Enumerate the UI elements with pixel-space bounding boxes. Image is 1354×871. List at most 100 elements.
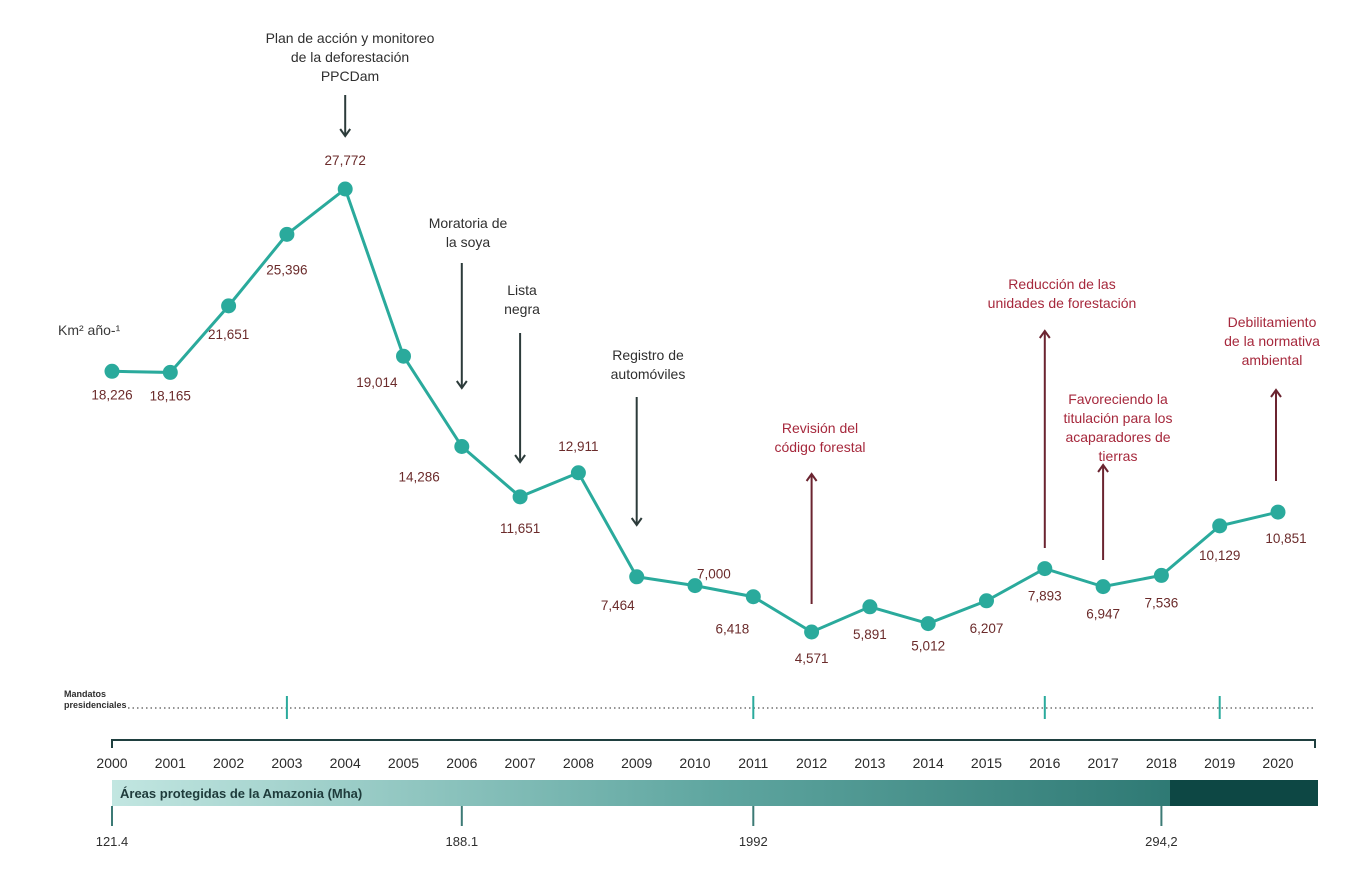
annotation-text-2017: Favoreciendo la titulación para los acapar…	[1064, 391, 1173, 464]
annotation-line: PPCDam	[321, 68, 379, 84]
value-label-2007: 11,651	[500, 521, 540, 536]
protected-areas-bar-end	[1170, 780, 1318, 806]
timeline-axis	[111, 739, 1316, 748]
year-label-2017: 2017	[1088, 755, 1119, 771]
annotation-text-2016: Reducción de las unidades de forestación	[988, 276, 1137, 311]
value-label-2009: 7,464	[601, 598, 635, 613]
data-point-2002	[221, 298, 237, 314]
data-point-2004	[337, 181, 353, 197]
annotation-line: Revisión del	[782, 420, 858, 436]
annotation-text-2009: Registro de automóviles	[611, 347, 686, 382]
annotation-arrow-head-2006	[455, 380, 468, 390]
data-point-2008	[570, 465, 586, 481]
annotation-text-2007: Lista negra	[504, 282, 540, 317]
year-label-2013: 2013	[854, 755, 885, 771]
annotation-arrow-head-2020	[1270, 388, 1282, 398]
data-point-2005	[396, 348, 411, 364]
value-label-2012: 4,571	[795, 651, 829, 666]
annotation-text-2020: Debilitamiento de la normativa ambiental	[1224, 314, 1320, 368]
data-point-2009	[629, 569, 645, 585]
year-label-2015: 2015	[971, 755, 1002, 771]
year-label-2016: 2016	[1029, 755, 1060, 771]
value-label-2010: 7,000	[697, 567, 731, 582]
year-label-2014: 2014	[913, 755, 944, 771]
annotation-arrow-head-2007	[514, 454, 526, 464]
annotation-text-2006: Moratoria de la soya	[429, 215, 508, 250]
data-point-2001	[162, 364, 178, 380]
annotation-line: la soya	[446, 234, 491, 250]
value-label-2019: 10,129	[1199, 548, 1240, 563]
year-label-2008: 2008	[563, 755, 594, 771]
year-label-2001: 2001	[155, 755, 186, 771]
year-label-2003: 2003	[271, 755, 302, 771]
data-point-2000	[104, 363, 120, 379]
annotation-line: Moratoria de	[429, 215, 508, 231]
value-label-2015: 6,207	[970, 621, 1004, 636]
year-label-2005: 2005	[388, 755, 419, 771]
year-tick-labels: 2000 2001 2002 2003 2004 2005 2006 2007 2008 2009…	[96, 755, 1293, 771]
year-label-2009: 2009	[621, 755, 652, 771]
data-point-2010	[687, 578, 703, 594]
annotation-arrow-head-2017	[1097, 463, 1109, 473]
data-points	[104, 181, 1286, 640]
annotation-line: Plan de acción y monitoreo	[266, 30, 435, 46]
mandates-label-line2: presidenciales	[64, 700, 127, 710]
annotation-line: Favoreciendo la	[1068, 391, 1168, 407]
data-point-2013	[862, 599, 878, 615]
year-label-2010: 2010	[679, 755, 710, 771]
data-point-2016	[1037, 561, 1053, 577]
year-label-2011: 2011	[738, 755, 768, 771]
pa-marker-label-2006: 188.1	[446, 834, 479, 849]
annotation-line: automóviles	[611, 366, 686, 382]
protected-areas-title: Áreas protegidas de la Amazonia (Mha)	[120, 786, 362, 801]
value-labels: 18,226 18,165 21,651 25,396 27,772 19,014 14,2…	[91, 153, 1306, 666]
value-label-2001: 18,165	[150, 388, 191, 403]
year-label-2002: 2002	[213, 755, 244, 771]
value-label-2002: 21,651	[208, 327, 249, 342]
value-label-2018: 7,536	[1145, 595, 1179, 610]
pa-marker-label-2000: 121.4	[96, 834, 129, 849]
annotation-arrow-head-2009	[630, 517, 643, 527]
data-point-2018	[1153, 567, 1169, 583]
year-label-2000: 2000	[96, 755, 127, 771]
value-label-2013: 5,891	[853, 627, 887, 642]
value-label-2011: 6,418	[716, 622, 750, 637]
value-label-2017: 6,947	[1086, 607, 1120, 622]
annotation-text-2012: Revisión del código forestal	[774, 420, 865, 455]
annotation-line: código forestal	[774, 439, 865, 455]
protected-areas-markers: 121.4 188.1 1992 294,2	[96, 806, 1178, 849]
data-point-2012	[804, 624, 820, 640]
data-point-2006	[454, 439, 470, 455]
policy-annotations: Plan de acción y monitoreo de la deforest…	[266, 30, 1320, 604]
value-label-2004: 27,772	[325, 153, 366, 168]
protected-areas-bar	[112, 780, 1318, 806]
annotation-line: unidades de forestación	[988, 295, 1137, 311]
annotation-line: Lista	[507, 282, 537, 298]
value-label-2003: 25,396	[266, 262, 307, 277]
year-label-2020: 2020	[1262, 755, 1293, 771]
data-point-2011	[745, 589, 761, 605]
pa-marker-label-2011: 1992	[739, 834, 768, 849]
annotation-text-2004: Plan de acción y monitoreo de la deforest…	[266, 30, 435, 84]
annotation-line: de la normativa	[1224, 333, 1320, 349]
year-label-2012: 2012	[796, 755, 827, 771]
value-label-2000: 18,226	[91, 387, 132, 402]
value-label-2008: 12,911	[558, 439, 598, 454]
data-point-2007	[512, 489, 528, 505]
year-label-2007: 2007	[505, 755, 536, 771]
presidential-mandates: Mandatos presidenciales	[64, 689, 1315, 719]
value-label-2006: 14,286	[399, 470, 440, 485]
annotation-line: Registro de	[612, 347, 684, 363]
data-point-2020	[1270, 504, 1286, 520]
data-point-2019	[1212, 518, 1228, 534]
data-point-2015	[979, 593, 994, 609]
annotation-line: tierras	[1099, 448, 1138, 464]
data-point-2017	[1095, 579, 1111, 595]
value-label-2020: 10,851	[1265, 531, 1306, 546]
year-label-2018: 2018	[1146, 755, 1177, 771]
value-label-2016: 7,893	[1028, 589, 1062, 604]
mandates-label-line1: Mandatos	[64, 689, 106, 699]
year-label-2019: 2019	[1204, 755, 1235, 771]
annotation-line: acaparadores de	[1065, 429, 1170, 445]
annotation-arrow-head-2016	[1038, 329, 1051, 339]
